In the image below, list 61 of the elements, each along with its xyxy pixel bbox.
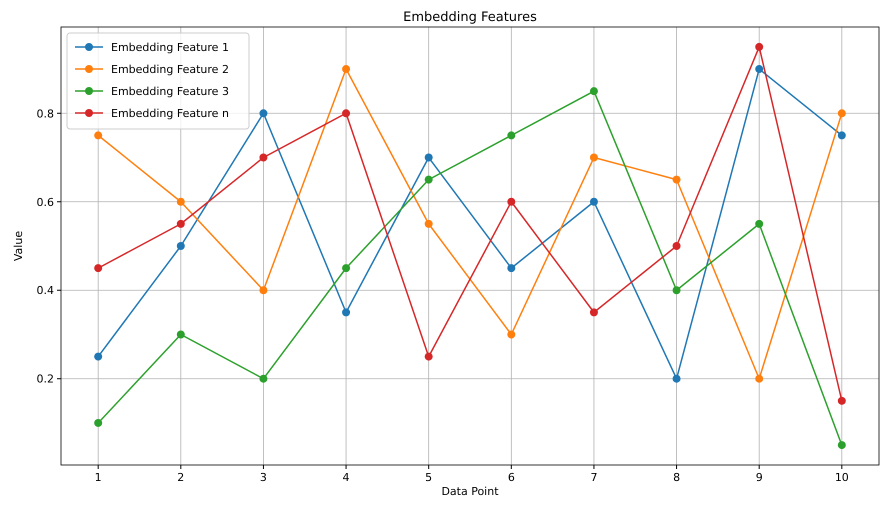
point <box>176 220 185 228</box>
point <box>176 330 185 338</box>
x-axis-title: Data Point <box>441 485 500 498</box>
x-tick-label: 9 <box>756 471 763 484</box>
point <box>590 87 598 96</box>
legend-label: Embedding Feature 2 <box>111 63 229 76</box>
point <box>590 154 598 162</box>
legend-label: Embedding Feature n <box>111 107 229 120</box>
point <box>342 264 350 272</box>
x-tick-label: 3 <box>260 471 267 484</box>
point <box>507 330 516 338</box>
point <box>424 220 433 228</box>
point <box>342 65 350 74</box>
point <box>424 352 433 361</box>
point <box>590 308 598 316</box>
point <box>507 131 516 140</box>
point <box>590 198 598 206</box>
legend-label: Embedding Feature 1 <box>111 41 229 54</box>
point <box>838 396 846 405</box>
point <box>94 352 102 361</box>
point <box>672 176 681 184</box>
point <box>507 264 516 272</box>
point <box>94 131 102 140</box>
point <box>838 131 846 140</box>
y-tick-label: 0.4 <box>36 284 54 298</box>
y-tick-label: 0.2 <box>36 372 54 386</box>
point <box>259 109 268 118</box>
y-tick-label: 0.8 <box>36 107 54 120</box>
point <box>342 308 350 316</box>
point <box>838 109 846 118</box>
y-axis-title: Value <box>12 230 25 262</box>
x-tick-label: 6 <box>508 471 515 484</box>
point <box>424 176 433 184</box>
point <box>672 374 681 383</box>
point <box>259 286 268 294</box>
point <box>259 154 268 162</box>
point <box>176 242 185 250</box>
point <box>94 264 102 272</box>
point <box>342 109 350 118</box>
point <box>755 42 764 51</box>
point <box>672 286 681 294</box>
point <box>755 65 764 74</box>
x-tick-label: 7 <box>590 471 598 484</box>
chart-title: Embedding Features <box>403 10 538 25</box>
x-tick-label: 8 <box>673 471 680 484</box>
point <box>755 374 764 383</box>
point <box>176 198 185 206</box>
x-tick-label: 4 <box>342 471 350 484</box>
point <box>424 154 433 162</box>
x-tick-label: 10 <box>834 471 849 484</box>
legend-label: Embedding Feature 3 <box>111 85 229 98</box>
point <box>94 418 102 427</box>
point <box>838 441 846 450</box>
x-tick-label: 2 <box>177 471 184 484</box>
point <box>755 220 764 228</box>
x-tick-label: 1 <box>94 471 102 484</box>
y-tick-label: 0.6 <box>36 196 54 209</box>
point <box>672 242 681 250</box>
point <box>507 198 516 206</box>
x-tick-label: 5 <box>425 471 432 484</box>
point <box>259 374 268 383</box>
